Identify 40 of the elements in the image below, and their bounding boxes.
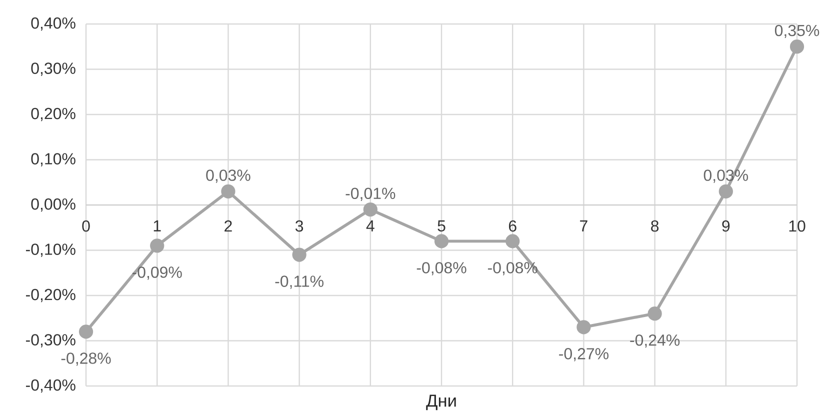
point: [576, 320, 591, 334]
y-tick-label: -0,40%: [26, 379, 76, 393]
point: [221, 184, 236, 198]
x-tick-label: 2: [224, 220, 232, 232]
point: [434, 234, 449, 248]
x-tick-label: 3: [295, 220, 304, 232]
y-tick-label: 0,00%: [31, 198, 76, 212]
y-tick-label: -0,20%: [26, 288, 76, 302]
data-label: -0,28%: [61, 352, 111, 366]
point: [363, 202, 378, 217]
x-tick-label: 4: [366, 220, 374, 232]
point: [790, 40, 804, 54]
y-tick-label: -0,30%: [26, 334, 76, 348]
data-label: -0,08%: [416, 262, 466, 276]
data-label: -0,11%: [275, 276, 324, 289]
x-tick-label: 7: [580, 220, 588, 232]
data-label: 0,35%: [774, 24, 820, 38]
x-tick-label: 0: [82, 220, 90, 232]
data-label: -0,24%: [630, 334, 680, 348]
y-tick-label: 0,10%: [31, 153, 76, 166]
point: [718, 184, 733, 198]
x-tick-label: 10: [789, 220, 806, 232]
data-label: 0,03%: [206, 170, 250, 183]
y-tick-label: 0,40%: [31, 17, 76, 31]
y-tick-label: 0,30%: [31, 62, 76, 76]
data-label: -0,01%: [346, 188, 396, 201]
point: [506, 234, 520, 248]
y-tick-label: -0,10%: [26, 244, 76, 257]
point: [292, 248, 306, 262]
x-axis-title: Дни: [426, 394, 456, 410]
point: [648, 306, 662, 321]
y-tick-label: 0,20%: [31, 108, 76, 122]
data-label: -0,27%: [559, 348, 608, 362]
x-tick-label: 9: [722, 220, 730, 232]
point: [78, 324, 94, 339]
x-tick-label: 8: [651, 220, 659, 232]
x-tick-label: 6: [508, 220, 516, 232]
x-tick-label: 5: [438, 220, 446, 232]
x-tick-label: 1: [154, 220, 161, 232]
point: [150, 238, 164, 253]
